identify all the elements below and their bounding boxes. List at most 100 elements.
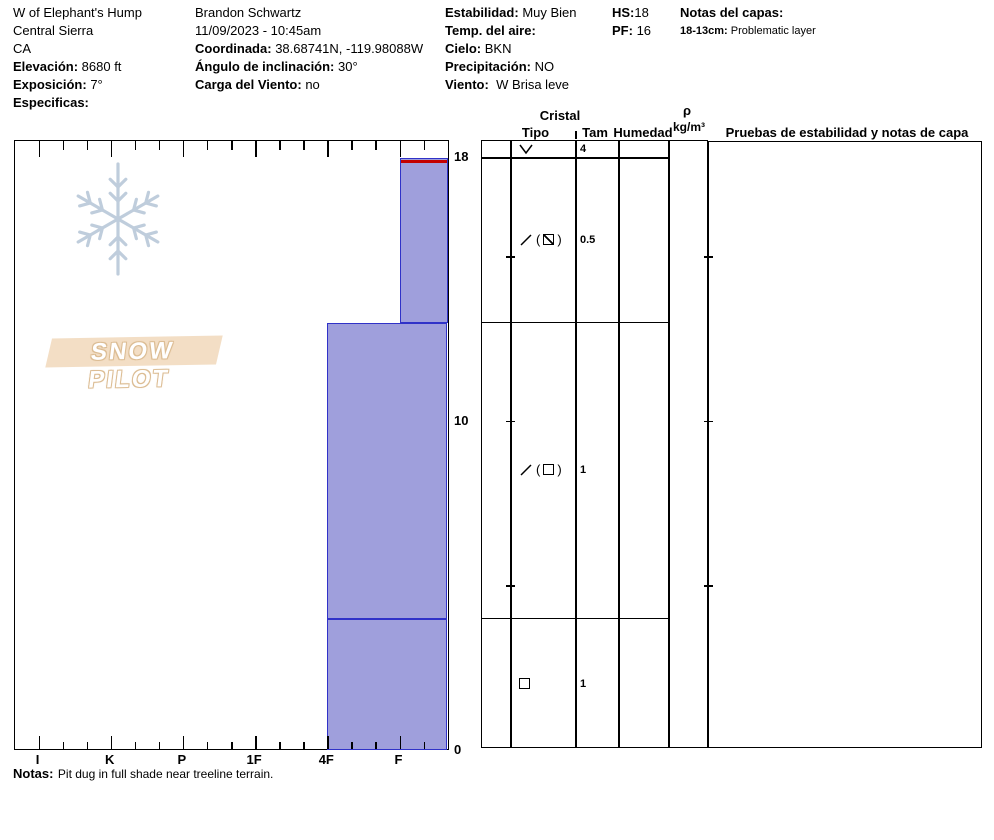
hardness-tick-bottom [158,742,161,749]
hardness-tick-bottom [38,736,40,749]
stability: Estabilidad: Muy Bien [445,5,577,20]
hardness-tick-bottom [423,742,426,749]
snow-layer-bar [327,618,448,751]
hardness-tick-top [38,141,40,157]
site-state: CA [13,41,32,56]
pit-notes: Notas: Pit dug in full shade near treeli… [13,765,273,783]
site-specifics: Especificas: [13,95,89,110]
table-header-cristal: Cristal [539,108,581,123]
hardness-tick-top [423,141,426,150]
hardness-tick-top [206,141,209,150]
hardness-tick-bottom [447,742,450,749]
air-temp: Temp. del aire: [445,23,536,38]
hardness-tick-bottom [182,736,185,749]
snowpilot-logo-banner: SNOW PILOT [45,335,223,394]
header-observer-block: Brandon Schwartz 11/09/2023 - 10:45am Co… [195,4,423,94]
table-header-rho: ρ [682,103,692,118]
sky-cover: Cielo: BKN [445,41,512,56]
site-aspect: Exposición: 7° [13,77,103,92]
wind-loading: Carga del Viento: no [195,77,320,92]
table-depth-tick [704,420,713,422]
grain-size-cell: 1 [580,677,587,690]
grain-paren: ( [536,462,541,478]
observer-name: Brandon Schwartz [195,5,302,20]
site-region: Central Sierra [13,23,94,38]
depth-axis-label: 10 [454,412,469,428]
grain-row-boundary-line [481,157,668,159]
grain-paren: ( [536,232,541,248]
site-name: W of Elephant's Hump [13,5,142,20]
precipitation: Precipitación: NO [445,59,555,74]
observation-datetime: 11/09/2023 - 10:45am [195,23,322,38]
hardness-tick-bottom [279,742,281,749]
hardness-tick-top [86,141,89,150]
hardness-tick-top [375,141,377,150]
snow-layer-bar [327,322,448,619]
table-depth-tick [704,585,713,587]
hardness-tick-bottom [206,742,209,749]
hardness-tick-top [399,141,401,157]
hardness-tick-bottom [351,742,353,749]
table-depth-tick [704,256,713,258]
header-site-block: W of Elephant's Hump Central Sierra CA E… [13,4,142,112]
hardness-tick-bottom [375,742,377,749]
grain-type-cell: () [519,232,562,248]
header-conditions-block: Estabilidad: Muy Bien Temp. del aire: Ci… [445,4,577,94]
problematic-layer-flag-line [400,160,447,164]
hardness-tick-top [351,141,353,150]
faceted-rounding-grain-icon [543,234,555,246]
hardness-tick-top [447,141,450,150]
snow-layer-bar [399,158,448,323]
snowflake-logo-icon [76,162,160,276]
snowpilot-logo-text: SNOW PILOT [86,337,176,394]
grain-table-column-line [575,140,577,748]
hardness-tick-bottom [303,742,305,749]
hardness-tick-bottom [134,742,137,749]
grain-type-cell [519,676,530,692]
table-header-tipo: Tipo [521,125,550,140]
header-totals-block: HS:18 PF: 16 [612,4,651,40]
hardness-tick-bottom [327,736,329,749]
grain-type-cell: () [519,462,562,478]
surface-hoar-icon [519,144,533,154]
hardness-tick-top [158,141,161,150]
layer-notes-title: Notas del capas: [680,5,784,20]
grain-row-boundary-line [481,321,668,324]
hardness-axis-label: P [177,752,187,767]
faceted-grain-icon [543,464,555,476]
hardness-tick-bottom [62,742,65,749]
hardness-tick-bottom [255,736,257,749]
grain-type-cell [519,141,533,157]
site-elevation: Elevación: 8680 ft [13,59,122,74]
hardness-axis-label: I [35,752,40,767]
layer-note-item: 18-13cm: Problematic layer [680,25,816,37]
hardness-tick-top [231,141,233,150]
hardness-tick-top [255,141,257,157]
hardness-tick-top [327,141,329,157]
hardness-tick-top [62,141,65,150]
table-header-humedad: Humedad [613,125,673,140]
depth-axis-label: 0 [454,741,462,757]
table-header-tests: Pruebas de estabilidad y notas de capa [725,125,969,140]
grain-size-cell: 0.5 [580,233,596,246]
grain-paren: ) [557,462,562,478]
hardness-axis-label: F [394,752,403,767]
decomposing-grain-slash-icon [520,234,532,246]
slope-angle: Ángulo de inclinación: 30° [195,59,358,74]
pf-total: PF: 16 [612,23,652,38]
hardness-profile-plot: SNOW PILOT [14,140,450,751]
header-layer-notes-block: Notas del capas: 18-13cm: Problematic la… [680,4,816,38]
grain-row-boundary-line [481,617,668,620]
table-depth-tick [506,420,515,422]
hardness-tick-bottom [231,742,233,749]
grain-table-column-line [618,140,620,748]
hardness-tick-bottom [110,736,113,749]
wind: Viento: W Brisa leve [445,77,570,92]
hardness-tick-top [182,141,185,157]
pit-notes-text: Pit dug in full shade near treeline terr… [57,767,274,781]
hardness-tick-top [134,141,137,150]
table-header-tam: Tam [582,125,608,140]
grain-table-column-line [668,140,670,748]
hardness-tick-bottom [86,742,89,749]
